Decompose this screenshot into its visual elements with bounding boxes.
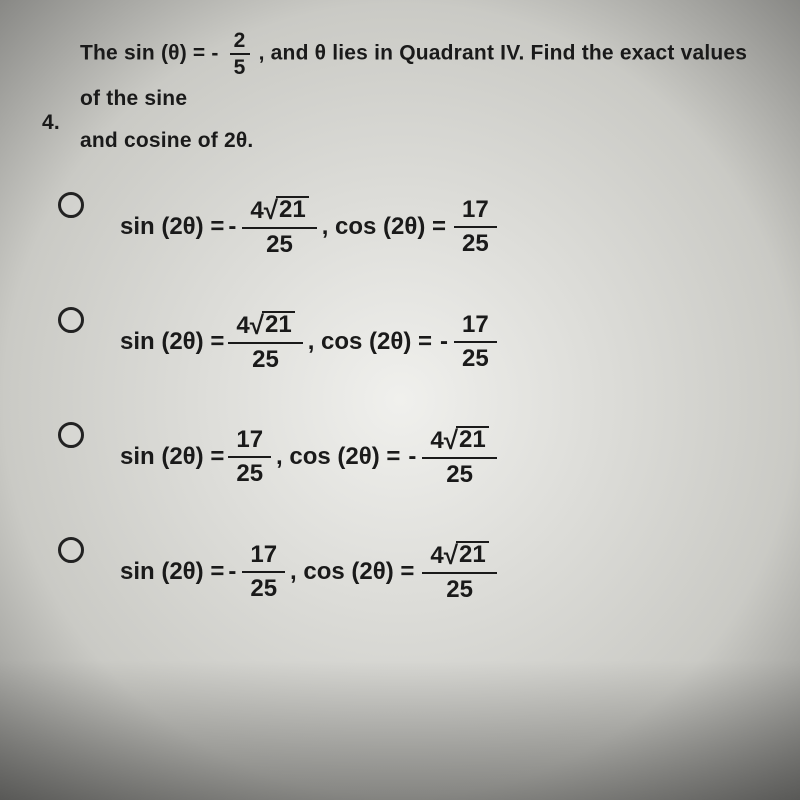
minus-sign: - [228,213,236,241]
cos-label: , cos (2θ) = [276,443,400,471]
fraction: 17 25 [454,313,497,371]
radio-button[interactable] [58,422,84,448]
radio-button[interactable] [58,307,84,333]
frac-top: 4√21 [228,311,302,344]
frac-bot: 25 [258,229,301,257]
radio-button[interactable] [58,192,84,218]
sqrt-icon: √21 [444,426,489,452]
cos-label: , cos (2θ) = [290,558,414,586]
frac-top: 17 [242,543,285,573]
frac-top: 4√21 [422,426,496,459]
option-row[interactable]: sin (2θ) = - 4√21 25 , cos (2θ) = 17 25 [50,190,750,257]
frac-top: 4√21 [242,196,316,229]
frac-top: 17 [454,198,497,228]
frac-bot: 25 [438,574,481,602]
option-row[interactable]: sin (2θ) = - 17 25 , cos (2θ) = 4√21 25 [50,535,750,602]
given-frac-den: 5 [230,55,250,78]
minus-sign: - [440,328,448,356]
radio-button[interactable] [58,537,84,563]
frac-top: 17 [228,428,271,458]
option-expression: sin (2θ) = - 17 25 , cos (2θ) = 4√21 25 [120,541,497,602]
stem-line2: and cosine of 2θ. [80,129,253,152]
minus-sign: - [408,443,416,471]
fraction: 4√21 25 [242,196,316,257]
option-row[interactable]: sin (2θ) = 4√21 25 , cos (2θ) = - 17 25 [50,305,750,372]
frac-top: 4√21 [422,541,496,574]
stem-line1-pre: The sin (θ) = [80,42,211,65]
sqrt-icon: √21 [444,541,489,567]
frac-bot: 25 [438,459,481,487]
cos-label: , cos (2θ) = [308,328,432,356]
cos-label: , cos (2θ) = [322,213,446,241]
minus-sign: - [228,558,236,586]
frac-bot: 25 [454,228,497,256]
given-fraction: 2 5 [230,30,250,78]
question-stem: 4. The sin (θ) = - 2 5 , and θ lies in Q… [80,30,750,162]
given-frac-num: 2 [230,30,250,55]
minus-sign: - [211,42,218,65]
options-list: sin (2θ) = - 4√21 25 , cos (2θ) = 17 25 … [50,190,750,602]
option-expression: sin (2θ) = - 4√21 25 , cos (2θ) = 17 25 [120,196,497,257]
fraction: 17 25 [454,198,497,256]
frac-bot: 25 [242,573,285,601]
fraction: 17 25 [228,428,271,486]
sin-label: sin (2θ) = [120,443,224,471]
sqrt-icon: √21 [250,311,295,337]
frac-bot: 25 [454,343,497,371]
question-number: 4. [42,102,60,144]
option-expression: sin (2θ) = 17 25 , cos (2θ) = - 4√21 25 [120,426,497,487]
fraction: 4√21 25 [422,426,496,487]
sqrt-icon: √21 [264,196,309,222]
sin-label: sin (2θ) = [120,558,224,586]
frac-bot: 25 [228,458,271,486]
frac-top: 17 [454,313,497,343]
fraction: 4√21 25 [422,541,496,602]
option-expression: sin (2θ) = 4√21 25 , cos (2θ) = - 17 25 [120,311,497,372]
fraction: 17 25 [242,543,285,601]
frac-bot: 25 [244,344,287,372]
sin-label: sin (2θ) = [120,328,224,356]
fraction: 4√21 25 [228,311,302,372]
option-row[interactable]: sin (2θ) = 17 25 , cos (2θ) = - 4√21 25 [50,420,750,487]
sin-label: sin (2θ) = [120,213,224,241]
